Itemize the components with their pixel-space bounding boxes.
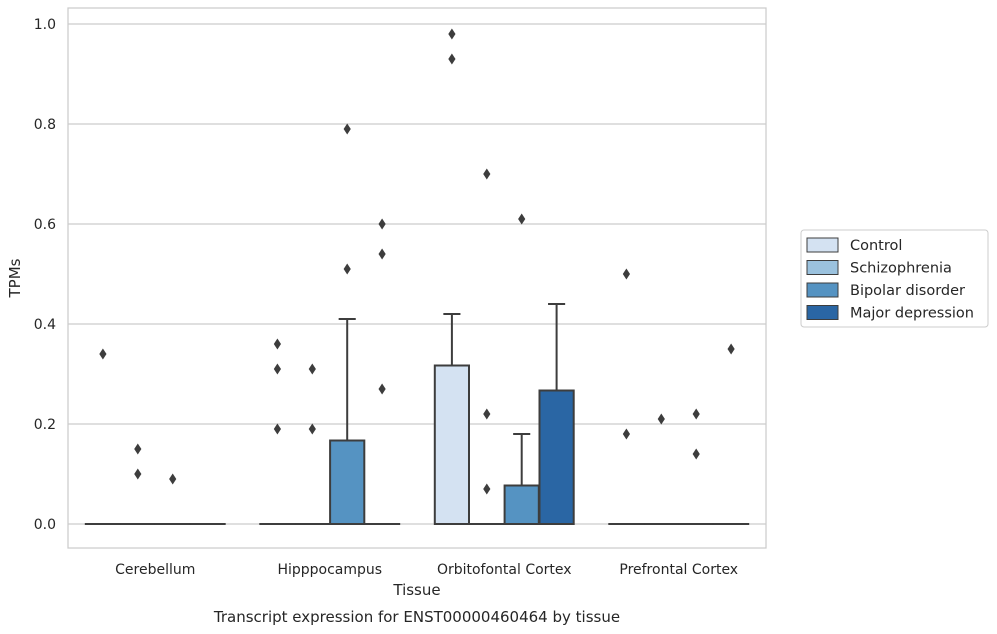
legend-label: Major depression bbox=[850, 306, 974, 322]
outlier-points bbox=[99, 28, 735, 495]
legend-label: Schizophrenia bbox=[850, 261, 952, 277]
legend-items: Control Schizophrenia Bipolar disorder Majo… bbox=[806, 237, 974, 322]
y-tick-label: 1.0 bbox=[34, 17, 56, 33]
box-element bbox=[329, 318, 366, 525]
outlier-point bbox=[343, 263, 351, 275]
x-tick-label: Cerebellum bbox=[115, 562, 195, 578]
outlier-point bbox=[169, 473, 177, 485]
legend-swatch bbox=[806, 305, 839, 320]
box-element bbox=[503, 433, 540, 525]
box-plot-boxes bbox=[84, 303, 750, 526]
outlier-point bbox=[622, 268, 630, 280]
box-body bbox=[503, 484, 540, 525]
outlier-point bbox=[657, 413, 665, 425]
outlier-point bbox=[99, 348, 107, 360]
plot-frame bbox=[67, 7, 767, 549]
outlier-point bbox=[378, 248, 386, 260]
y-tick-label: 0.4 bbox=[34, 317, 56, 333]
legend-label: Control bbox=[850, 238, 902, 254]
outlier-point bbox=[378, 218, 386, 230]
y-tick-labels: 0.0 0.2 0.4 0.6 0.8 1.0 bbox=[34, 17, 56, 533]
box-body bbox=[538, 389, 575, 525]
legend-swatch bbox=[806, 282, 839, 298]
box-element bbox=[433, 313, 471, 525]
outlier-point bbox=[518, 213, 526, 225]
outlier-point bbox=[692, 408, 700, 420]
outlier-point bbox=[378, 383, 386, 395]
outlier-point bbox=[483, 408, 491, 420]
outlier-point bbox=[483, 483, 491, 495]
box-body bbox=[329, 439, 366, 525]
outlier-point bbox=[273, 363, 281, 375]
outlier-point bbox=[483, 168, 491, 180]
legend-label: Bipolar disorder bbox=[850, 283, 965, 299]
legend: Control Schizophrenia Bipolar disorder Majo… bbox=[800, 229, 989, 328]
y-tick-label: 0.2 bbox=[34, 417, 56, 433]
plot-area bbox=[68, 8, 766, 548]
y-tick-label: 0.8 bbox=[34, 117, 56, 133]
outlier-point bbox=[308, 423, 316, 435]
chart-caption: Transcript expression for ENST0000046046… bbox=[213, 608, 620, 626]
x-tick-label: Prefrontal Cortex bbox=[619, 562, 738, 578]
y-tick-label: 0.0 bbox=[34, 517, 56, 533]
outlier-point bbox=[308, 363, 316, 375]
x-axis-label: Tissue bbox=[392, 581, 440, 599]
outlier-point bbox=[448, 28, 456, 40]
outlier-point bbox=[273, 423, 281, 435]
legend-swatch bbox=[806, 237, 839, 253]
y-tick-label: 0.6 bbox=[34, 217, 56, 233]
outlier-point bbox=[273, 338, 281, 350]
x-tick-label: Orbitofontal Cortex bbox=[437, 562, 572, 578]
x-tick-labels: Cerebellum Hipppocampus Orbitofontal Corte… bbox=[115, 562, 738, 578]
outlier-point bbox=[134, 468, 142, 480]
outlier-point bbox=[343, 123, 351, 135]
box-element bbox=[538, 303, 575, 525]
legend-swatch bbox=[806, 260, 839, 275]
outlier-point bbox=[134, 443, 142, 455]
legend-frame bbox=[800, 229, 989, 328]
outlier-point bbox=[692, 448, 700, 460]
box-body bbox=[433, 364, 471, 525]
outlier-point bbox=[727, 343, 735, 355]
outlier-point bbox=[622, 428, 630, 440]
x-tick-label: Hipppocampus bbox=[277, 562, 382, 578]
outlier-point bbox=[448, 53, 456, 65]
y-axis-label: TPMs bbox=[6, 258, 24, 298]
